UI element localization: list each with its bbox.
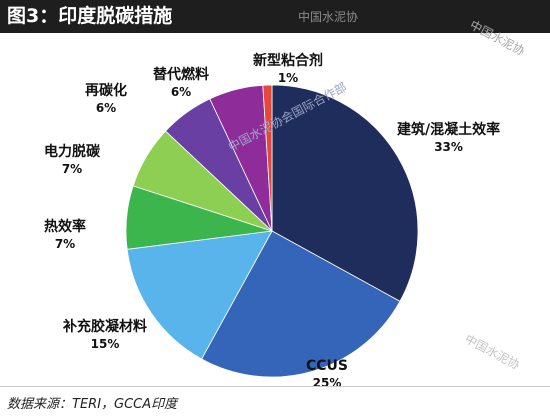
pie-slice-7: [262, 84, 273, 232]
slice-label-alternative-fuels: 替代燃料 6%: [153, 67, 209, 99]
source-footer: 数据来源：TERI，GCCA印度: [0, 386, 550, 420]
source-note: 数据来源：TERI，GCCA印度: [7, 397, 178, 412]
pie-slice-1: [201, 230, 401, 378]
slice-label-thermal-efficiency: 热效率 7%: [44, 219, 86, 251]
pie-slice-0: [271, 84, 419, 302]
title-bar: 图3：印度脱碳措施: [0, 0, 550, 33]
watermark-top: 中国水泥协: [298, 10, 359, 24]
slice-label-new-binders: 新型粘合剂 1%: [253, 53, 323, 85]
pie-slice-2: [126, 230, 273, 360]
slice-label-recarbonation: 再碳化 6%: [85, 83, 127, 115]
pie-slices: [125, 84, 419, 378]
slice-label-concrete-efficiency: 建筑/混凝土效率 33%: [397, 122, 501, 154]
slice-label-scm: 补充胶凝材料 15%: [63, 319, 147, 351]
slice-label-power-decarbonization: 电力脱碳 7%: [44, 144, 100, 176]
chart-title: 图3：印度脱碳措施: [7, 5, 173, 27]
